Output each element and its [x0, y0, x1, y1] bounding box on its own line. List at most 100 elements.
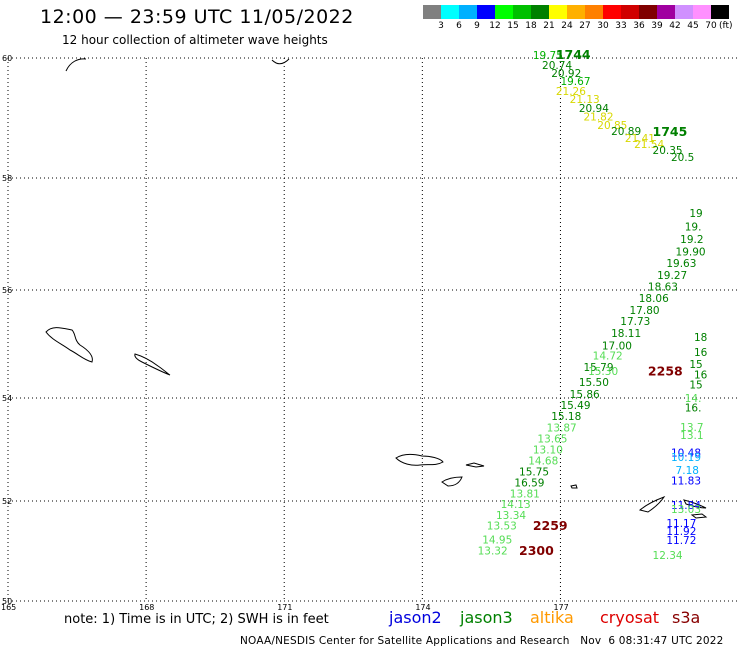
wave-height-label: 18.63 [648, 282, 678, 294]
legend-label: 42 [669, 21, 681, 31]
longitude-label: 168 [139, 603, 154, 612]
latitude-label: 54 [2, 394, 12, 403]
wave-height-label: 19.67 [560, 76, 590, 88]
wave-height-label: 19.75 [533, 50, 563, 62]
legend-label: 3 [438, 21, 444, 31]
longitude-label: 171 [277, 603, 292, 612]
wave-height-label: 20.94 [579, 103, 609, 115]
wave-height-label: 13.87 [547, 422, 577, 434]
legend-swatch [693, 5, 711, 19]
wave-height-label: 18.11 [611, 328, 641, 340]
latitude-label: 50 [2, 597, 12, 606]
wave-height-label: 15.18 [551, 411, 581, 423]
legend-label: 30 [597, 21, 609, 31]
wave-height-label: 10.48 [671, 448, 701, 460]
coastline-north-1 [65, 58, 87, 72]
legend-swatch [603, 5, 621, 19]
wave-height-label: 13.65 [537, 433, 567, 445]
wave-height-label: 14.95 [482, 535, 512, 547]
wave-height-label: 15.75 [519, 466, 549, 478]
legend-unit: (ft) [719, 21, 733, 31]
wave-height-label: 19. [685, 222, 702, 234]
wave-height-label: 13.32 [478, 546, 508, 558]
wave-height-label: 15.30 [588, 366, 618, 378]
wave-height-label: 15.79 [583, 362, 613, 374]
wave-height-labels: 19.7520.7420.9219.6721.2621.1320.9421.82… [478, 50, 708, 562]
footer-note: note: 1) Time is in UTC; 2) SWH is in fe… [64, 612, 329, 627]
pass-time-label: 2300 [519, 543, 554, 558]
wave-height-label: 13.81 [510, 488, 540, 500]
island-agattu [441, 476, 463, 487]
wave-height-label: 14.72 [593, 351, 623, 363]
legend-swatch [657, 5, 675, 19]
legend-swatch [621, 5, 639, 19]
coastline-north-2 [271, 58, 290, 65]
legend-swatch [459, 5, 477, 19]
legend-label: 18 [525, 21, 537, 31]
wave-height-label: 18 [694, 332, 707, 344]
wave-height-label: 18.06 [639, 293, 669, 305]
island-attu [395, 453, 444, 466]
wave-height-label: 14.13 [501, 499, 531, 511]
island-semichi [465, 462, 485, 468]
wave-height-label: 13.34 [496, 510, 526, 522]
satellite-label-jason3: jason3 [460, 608, 513, 627]
wave-height-label: 19.27 [657, 270, 687, 282]
island-medny [134, 353, 171, 376]
satellite-label-jason2: jason2 [389, 608, 442, 627]
wave-height-label: 15 [689, 359, 702, 371]
legend-label: 6 [456, 21, 462, 31]
wave-height-label: 17.73 [620, 316, 650, 328]
wave-height-label: 11.17 [666, 518, 696, 530]
wave-height-label: 11.72 [666, 535, 696, 547]
pass-time-label: 2258 [648, 363, 683, 378]
wave-height-label: 15.86 [570, 389, 600, 401]
latitude-label: 56 [2, 286, 12, 295]
wave-height-label: 20.74 [542, 60, 572, 72]
wave-height-label: 19 [689, 208, 702, 220]
wave-height-label: 11.84 [671, 500, 701, 512]
pass-time-label: 2259 [533, 518, 568, 533]
legend-swatch [441, 5, 459, 19]
legend-swatch [675, 5, 693, 19]
wave-height-label: 16 [694, 370, 708, 382]
legend-label: 39 [651, 21, 663, 31]
color-legend-bar [423, 5, 729, 19]
wave-height-label: 21.26 [556, 86, 586, 98]
pass-time-label: 1745 [653, 124, 688, 139]
wave-height-label: 16.59 [514, 478, 544, 490]
wave-height-label: 19.90 [676, 246, 706, 258]
wave-height-label: 17.00 [602, 340, 632, 352]
latitude-label: 52 [2, 497, 12, 506]
legend-label: 70 [705, 21, 717, 31]
legend-swatch [513, 5, 531, 19]
island-rat [690, 513, 708, 519]
latitude-label: 60 [2, 54, 12, 63]
longitude-label: 165 [1, 603, 16, 612]
wave-height-label: 13.7 [680, 422, 703, 434]
legend-swatch [495, 5, 513, 19]
legend-label: 12 [489, 21, 501, 31]
wave-height-label: 20.89 [611, 126, 641, 138]
page-subtitle: 12 hour collection of altimeter wave hei… [62, 33, 328, 47]
wave-height-label: 11.92 [666, 526, 696, 538]
wave-height-label: 10.19 [671, 452, 701, 464]
longitude-label: 174 [415, 603, 430, 612]
legend-label: 21 [543, 21, 555, 31]
island-amchitka [683, 499, 707, 509]
wave-height-label: 16 [694, 347, 708, 359]
wave-height-label: 20.85 [597, 120, 627, 132]
satellite-label-s3a: s3a [672, 608, 701, 627]
color-legend-labels: 3 6 9 12 15 18 21 24 27 30 33 36 39 42 45 70 [423, 21, 720, 31]
wave-height-label: 13.10 [533, 445, 563, 457]
legend-swatch [567, 5, 585, 19]
wave-height-label: 15.49 [560, 400, 590, 412]
wave-height-label: 7.18 [676, 465, 699, 477]
pass-time-label: 1744 [556, 47, 591, 62]
pass-time-labels: 1744 1745 2258 2259 2300 [519, 47, 687, 558]
wave-height-label: 20.35 [653, 145, 683, 157]
legend-label: 33 [615, 21, 627, 31]
wave-height-label: 21.13 [570, 94, 600, 106]
